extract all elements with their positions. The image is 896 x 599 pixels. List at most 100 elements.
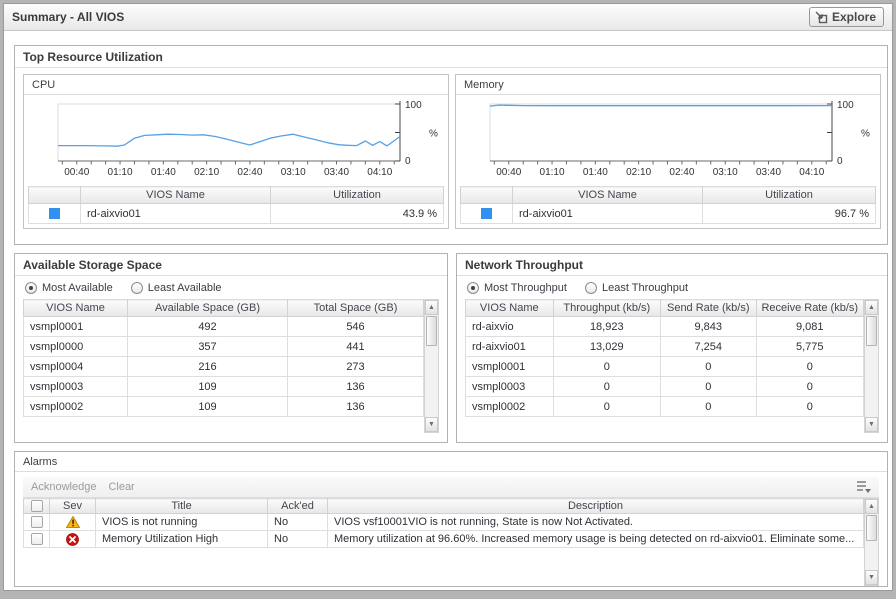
scroll-down-icon[interactable]: ▼ [425, 417, 438, 432]
memory-legend-table: VIOS Name Utilization rd-aixvio01 96.7 % [460, 186, 876, 224]
row-checkbox[interactable] [30, 516, 43, 528]
dashboard-frame: Summary - All VIOS Explore Top Resource … [3, 3, 893, 591]
acknowledge-button[interactable]: Acknowledge [31, 481, 97, 493]
alarm-row[interactable]: VIOS is not running No VIOS vsf10001VIO … [23, 513, 864, 531]
vios-name: rd-aixvio01 [80, 203, 271, 224]
vios-name: rd-aixvio01 [512, 203, 703, 224]
series-swatch [481, 208, 492, 219]
svg-text:02:10: 02:10 [194, 167, 219, 178]
column-header[interactable]: VIOS Name [465, 299, 554, 317]
memory-panel: Memory 00:40 01:10 01:40 02:10 02:40 03:10 03:… [455, 74, 881, 229]
svg-text:03:40: 03:40 [756, 167, 781, 178]
radio-icon [25, 282, 37, 294]
svg-text:100: 100 [405, 100, 422, 111]
series-swatch [49, 208, 60, 219]
page-title: Summary - All VIOS [12, 10, 125, 24]
explore-icon [815, 11, 828, 23]
alarm-row[interactable]: Memory Utilization High No Memory utiliz… [23, 530, 864, 548]
scroll-up-icon[interactable]: ▲ [865, 300, 878, 315]
alarm-title: Memory Utilization High [95, 530, 268, 548]
alarms-panel: Alarms Acknowledge Clear Sev Title Ack'ed D… [14, 451, 888, 587]
svg-text:01:40: 01:40 [583, 167, 608, 178]
table-row[interactable]: vsmpl0002 109 136 [23, 396, 424, 417]
table-row[interactable]: vsmpl0001 0 0 0 [465, 356, 865, 377]
storage-scrollbar[interactable]: ▲ ▼ [424, 299, 439, 433]
cpu-panel-title: CPU [24, 75, 448, 95]
scroll-thumb[interactable] [426, 316, 437, 346]
alarm-description: VIOS vsf10001VIO is not running, State i… [327, 513, 864, 531]
scroll-down-icon[interactable]: ▼ [865, 570, 878, 585]
table-customizer-icon[interactable] [855, 481, 871, 493]
memory-utilization-chart[interactable]: 00:40 01:10 01:40 02:10 02:40 03:10 03:40 04:10… [456, 95, 880, 185]
table-row[interactable]: rd-aixvio01 13,029 7,254 5,775 [465, 336, 865, 357]
radio-most-throughput[interactable]: Most Throughput [467, 282, 567, 294]
svg-text:02:40: 02:40 [237, 167, 262, 178]
table-row[interactable]: vsmpl0003 0 0 0 [465, 376, 865, 397]
table-row[interactable]: vsmpl0000 357 441 [23, 336, 424, 357]
alarms-scrollbar[interactable]: ▲ ▼ [864, 498, 879, 586]
storage-radio-group: Most Available Least Available [15, 276, 447, 299]
scroll-thumb[interactable] [866, 316, 877, 346]
alarms-table: Sev Title Ack'ed Description VIOS is not ru… [23, 498, 864, 548]
legend-header[interactable]: Utilization [702, 186, 876, 204]
scroll-up-icon[interactable]: ▲ [865, 499, 878, 514]
scroll-up-icon[interactable]: ▲ [425, 300, 438, 315]
warning-icon [65, 516, 80, 528]
utilization-value: 96.7 % [702, 203, 876, 224]
svg-text:0: 0 [837, 156, 843, 167]
table-row[interactable]: rd-aixvio 18,923 9,843 9,081 [465, 316, 865, 337]
svg-text:03:10: 03:10 [713, 167, 738, 178]
svg-text:0: 0 [405, 156, 411, 167]
svg-text:02:10: 02:10 [626, 167, 651, 178]
cpu-utilization-chart[interactable]: 00:40 01:10 01:40 02:10 02:40 03:10 03:40 04:10… [24, 95, 448, 185]
explore-button[interactable]: Explore [808, 7, 884, 27]
alarms-title: Alarms [15, 452, 887, 472]
top-resource-utilization-title: Top Resource Utilization [15, 46, 887, 68]
radio-least-throughput[interactable]: Least Throughput [584, 282, 688, 294]
clear-button[interactable]: Clear [108, 481, 135, 493]
legend-header[interactable]: VIOS Name [512, 186, 703, 204]
radio-least-available[interactable]: Least Available [130, 282, 222, 294]
column-header[interactable]: Available Space (GB) [127, 299, 288, 317]
column-header[interactable]: Description [327, 498, 864, 514]
radio-icon [467, 282, 479, 294]
network-scrollbar[interactable]: ▲ ▼ [864, 299, 879, 433]
radio-icon [584, 282, 597, 294]
row-checkbox[interactable] [30, 533, 43, 545]
svg-text:01:40: 01:40 [151, 167, 176, 178]
explore-label: Explore [831, 10, 876, 24]
column-header[interactable]: VIOS Name [23, 299, 128, 317]
select-all-checkbox[interactable] [30, 500, 43, 512]
error-icon [66, 532, 79, 546]
top-resource-utilization-panel: Top Resource Utilization CPU 00:40 01:10 0… [14, 45, 888, 245]
column-header[interactable]: Total Space (GB) [287, 299, 424, 317]
legend-header[interactable]: Utilization [270, 186, 444, 204]
scroll-down-icon[interactable]: ▼ [865, 417, 878, 432]
column-header[interactable]: Send Rate (kb/s) [660, 299, 757, 317]
alarm-description: Memory utilization at 96.60%. Increased … [327, 530, 864, 548]
table-row[interactable]: vsmpl0002 0 0 0 [465, 396, 865, 417]
table-row[interactable]: vsmpl0001 492 546 [23, 316, 424, 337]
network-throughput-title: Network Throughput [457, 254, 887, 276]
column-header[interactable]: Receive Rate (kb/s) [755, 299, 865, 317]
svg-text:02:40: 02:40 [669, 167, 694, 178]
svg-text:00:40: 00:40 [496, 167, 521, 178]
radio-most-available[interactable]: Most Available [25, 282, 113, 294]
column-header[interactable]: Title [95, 498, 268, 514]
svg-text:%: % [861, 129, 870, 140]
scroll-thumb[interactable] [866, 515, 877, 541]
column-header[interactable]: Ack'ed [267, 498, 328, 514]
table-row[interactable]: vsmpl0004 216 273 [23, 356, 424, 377]
legend-row[interactable]: rd-aixvio01 96.7 % [460, 203, 876, 224]
svg-text:01:10: 01:10 [540, 167, 565, 178]
storage-table: VIOS Name Available Space (GB) Total Space… [23, 299, 424, 417]
legend-header[interactable]: VIOS Name [80, 186, 271, 204]
column-header[interactable]: Sev [49, 498, 96, 514]
table-row[interactable]: vsmpl0003 109 136 [23, 376, 424, 397]
svg-text:01:10: 01:10 [108, 167, 133, 178]
column-header[interactable]: Throughput (kb/s) [552, 299, 662, 317]
header-bar: Summary - All VIOS Explore [4, 4, 892, 31]
legend-row[interactable]: rd-aixvio01 43.9 % [28, 203, 444, 224]
alarm-acked: No [267, 530, 328, 548]
available-storage-space-panel: Available Storage Space Most Available L… [14, 253, 448, 443]
